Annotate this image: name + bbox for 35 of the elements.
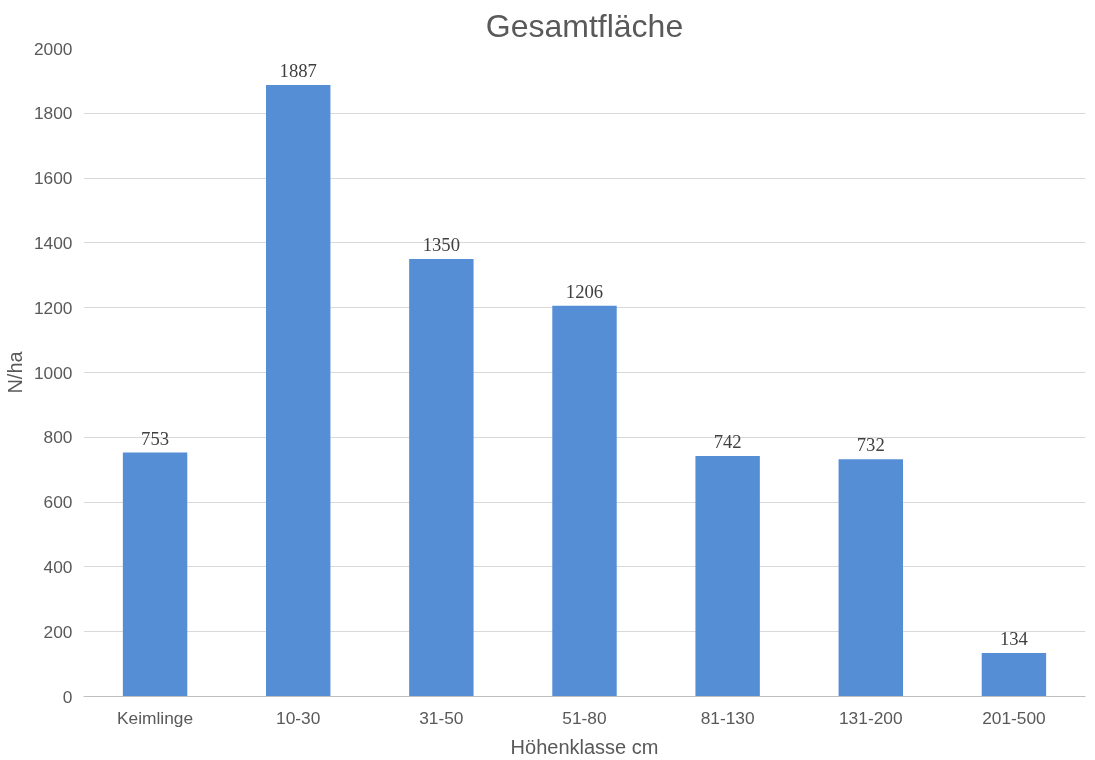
data-label: 732 [856, 434, 885, 456]
data-label: 1887 [279, 60, 317, 82]
y-tick-label: 1600 [33, 168, 73, 189]
y-tick-label: 1200 [33, 297, 73, 318]
x-tick-label: 201-500 [982, 707, 1046, 728]
data-label: 742 [713, 431, 742, 453]
x-tick-label: 51-80 [562, 707, 607, 728]
bar [981, 653, 1047, 697]
x-tick-label: 81-130 [700, 707, 755, 728]
bar [552, 305, 617, 697]
y-tick-label: 1800 [33, 103, 73, 124]
bar [695, 456, 760, 697]
y-tick-label: 1400 [33, 232, 73, 253]
y-tick-label: 800 [43, 427, 73, 448]
x-tick-label: 10-30 [276, 707, 321, 728]
y-tick-label: 0 [62, 686, 73, 707]
y-tick-label: 400 [43, 556, 73, 577]
bar [838, 459, 903, 697]
data-label: 1350 [422, 234, 461, 256]
y-tick-label: 2000 [33, 38, 73, 59]
y-tick-label: 200 [43, 621, 73, 642]
bar [409, 259, 474, 697]
data-label: 753 [141, 427, 170, 449]
y-axis-title: N/ha [3, 350, 26, 394]
x-tick-label: 131-200 [838, 707, 903, 728]
chart-title: Gesamtfläche [485, 7, 684, 44]
x-tick-label: Keimlinge [117, 707, 194, 728]
bar [266, 85, 331, 697]
data-label: 1206 [565, 280, 604, 302]
data-label: 134 [999, 628, 1029, 650]
bar [122, 452, 188, 697]
x-tick-label: 31-50 [419, 707, 464, 728]
y-tick-label: 600 [43, 492, 73, 513]
x-axis-title: Höhenklasse cm [510, 735, 659, 758]
y-tick-label: 1000 [33, 362, 73, 383]
